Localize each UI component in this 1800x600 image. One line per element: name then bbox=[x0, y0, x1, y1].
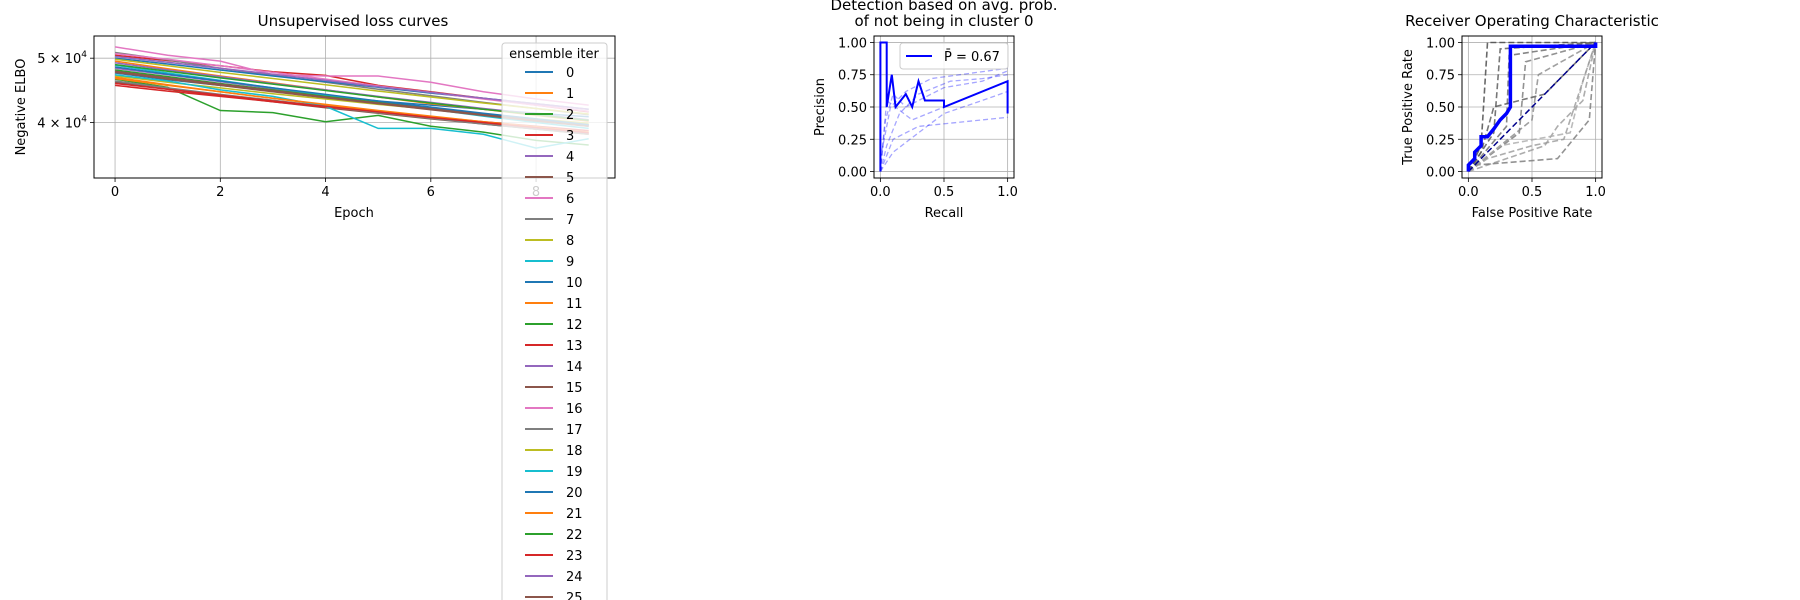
roc-diagonal-line bbox=[1467, 41, 1597, 173]
roc-chart-ticks: 0.0 0.5 1.0 0.00 0.25 0.50 0.75 1.00 bbox=[1426, 36, 1606, 200]
legend-box bbox=[501, 42, 608, 600]
roc-chart: Receiver Operating Characteristic 0.0 0.5… bbox=[1401, 12, 1659, 221]
y-tick-label-base: 4 × 10 bbox=[37, 117, 81, 132]
x-tick-label: 1.0 bbox=[997, 185, 1018, 200]
legend-label-22: 22 bbox=[566, 528, 583, 543]
roc-chart-ylabel: True Positive Rate bbox=[1401, 49, 1416, 166]
legend-label-9: 9 bbox=[566, 255, 574, 270]
loss-chart-legend: ensemble iter 01234567891011121314151617… bbox=[501, 42, 608, 600]
loss-chart-title: Unsupervised loss curves bbox=[258, 12, 449, 30]
legend-label-21: 21 bbox=[566, 507, 583, 522]
legend-label-14: 14 bbox=[566, 360, 583, 375]
y-tick-label: 0.00 bbox=[1426, 166, 1455, 181]
x-tick-label: 0.5 bbox=[934, 185, 955, 200]
y-tick-label: 1.00 bbox=[1426, 36, 1455, 51]
pr-chart-xlabel: Recall bbox=[925, 206, 964, 221]
legend-label-7: 7 bbox=[566, 213, 574, 228]
precision-recall-chart: Detection based on avg. prob. of not bei… bbox=[813, 0, 1058, 221]
legend-label-6: 6 bbox=[566, 192, 574, 207]
legend-label-16: 16 bbox=[566, 402, 583, 417]
loss-chart-ylabel: Negative ELBO bbox=[14, 59, 29, 156]
roc-ensemble-curve-5 bbox=[1468, 42, 1597, 173]
y-tick-label: 0.50 bbox=[1426, 101, 1455, 116]
legend-label-15: 15 bbox=[566, 381, 583, 396]
roc-ensemble-curve-9 bbox=[1467, 42, 1597, 173]
legend-label-23: 23 bbox=[566, 549, 583, 564]
roc-ensemble-curve-6 bbox=[1467, 42, 1597, 173]
y-tick-label-base: 5 × 10 bbox=[37, 52, 81, 67]
roc-chart-xlabel: False Positive Rate bbox=[1472, 206, 1593, 221]
pr-chart-subtitle: of not being in cluster 0 bbox=[854, 12, 1033, 30]
loss-chart-frame bbox=[93, 35, 616, 179]
legend-label-17: 17 bbox=[566, 423, 583, 438]
y-tick-label: 0.75 bbox=[838, 69, 867, 84]
legend-label-20: 20 bbox=[566, 486, 583, 501]
legend-label-1: 1 bbox=[566, 87, 574, 102]
x-tick-label: 0.0 bbox=[870, 185, 891, 200]
x-tick-label: 2 bbox=[216, 185, 224, 200]
y-tick-label-exponent: 4 bbox=[81, 115, 87, 125]
roc-chart-title: Receiver Operating Characteristic bbox=[1405, 12, 1659, 30]
legend-label-11: 11 bbox=[566, 297, 583, 312]
legend-title: ensemble iter bbox=[509, 47, 599, 62]
roc-chart-lines bbox=[1466, 41, 1598, 173]
legend-label-5: 5 bbox=[566, 171, 574, 186]
x-tick-label: 1.0 bbox=[1585, 185, 1606, 200]
pr-ensemble-curve-0 bbox=[879, 70, 1008, 172]
pr-main-curve bbox=[879, 41, 1009, 172]
y-tick-label: 0.25 bbox=[838, 133, 867, 148]
y-tick-label: 5 × 104 bbox=[37, 50, 87, 67]
legend-label-25: 25 bbox=[566, 591, 583, 600]
pr-chart-legend: P̄ = 0.67 bbox=[899, 42, 1009, 70]
pr-chart-ticks: 0.0 0.5 1.0 0.00 0.25 0.50 0.75 1.00 bbox=[838, 36, 1018, 200]
legend-label-2: 2 bbox=[566, 108, 574, 123]
legend-label-12: 12 bbox=[566, 318, 583, 333]
y-tick-label-exponent: 4 bbox=[81, 50, 87, 60]
pr-legend-box bbox=[899, 42, 1009, 70]
legend-items: 0123456789101112131415161718192021222324… bbox=[525, 66, 583, 600]
x-tick-label: 0.5 bbox=[1522, 185, 1543, 200]
pr-legend-label: P̄ = 0.67 bbox=[944, 50, 1000, 65]
pr-chart-title: Detection based on avg. prob. bbox=[830, 0, 1057, 14]
y-tick-label: 4 × 104 bbox=[37, 115, 87, 132]
pr-chart-lines bbox=[879, 41, 1009, 172]
y-tick-label: 0.75 bbox=[1426, 69, 1455, 84]
pr-ensemble-curve-1 bbox=[879, 74, 1008, 172]
x-tick-label: 0 bbox=[111, 185, 119, 200]
x-tick-label: 6 bbox=[427, 185, 435, 200]
roc-ensemble-curve-8 bbox=[1467, 41, 1597, 172]
loss-chart-xlabel: Epoch bbox=[334, 206, 374, 221]
legend-label-13: 13 bbox=[566, 339, 583, 354]
x-tick-label: 4 bbox=[321, 185, 329, 200]
legend-label-0: 0 bbox=[566, 66, 574, 81]
legend-label-4: 4 bbox=[566, 150, 574, 165]
roc-main-curve bbox=[1466, 42, 1598, 172]
legend-label-19: 19 bbox=[566, 465, 583, 480]
legend-label-24: 24 bbox=[566, 570, 583, 585]
pr-chart-ylabel: Precision bbox=[813, 78, 828, 136]
roc-ensemble-curve-3 bbox=[1467, 41, 1596, 173]
y-tick-label: 0.50 bbox=[838, 101, 867, 116]
legend-label-18: 18 bbox=[566, 444, 583, 459]
legend-label-3: 3 bbox=[566, 129, 574, 144]
legend-label-10: 10 bbox=[566, 276, 583, 291]
y-tick-label: 0.00 bbox=[838, 166, 867, 181]
pr-ensemble-curve-3 bbox=[879, 90, 1008, 172]
legend-label-8: 8 bbox=[566, 234, 574, 249]
roc-ensemble-curve-2 bbox=[1467, 41, 1596, 173]
y-tick-label: 0.25 bbox=[1426, 133, 1455, 148]
x-tick-label: 0.0 bbox=[1458, 185, 1479, 200]
y-tick-label: 1.00 bbox=[838, 36, 867, 51]
